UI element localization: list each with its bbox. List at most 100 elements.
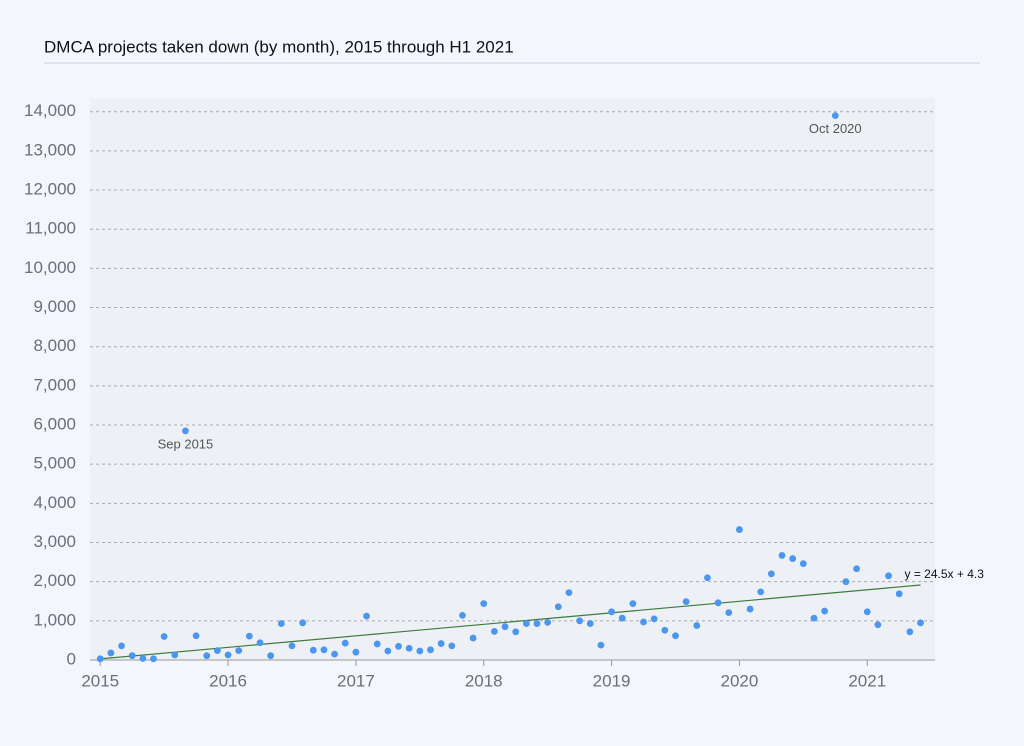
point: [778, 552, 786, 559]
point: [150, 655, 157, 663]
point: [128, 652, 136, 660]
point: [299, 619, 307, 627]
point: [576, 617, 584, 625]
x-tick-label: 2017: [337, 671, 375, 690]
point: [917, 619, 924, 627]
point: [480, 600, 488, 608]
point: [384, 647, 392, 655]
point: [224, 651, 232, 659]
point: [352, 648, 360, 656]
point: [810, 614, 818, 622]
point: [618, 614, 626, 622]
y-tick-label: 13,000: [24, 140, 76, 159]
point: [373, 640, 381, 648]
x-tick-label: 2021: [848, 671, 886, 690]
point: [96, 655, 104, 663]
y-tick-label: 5,000: [33, 454, 76, 473]
point: [416, 647, 424, 655]
point: [459, 611, 466, 619]
point: [831, 112, 839, 120]
point: [363, 612, 370, 620]
point: [767, 570, 775, 578]
chart-title: DMCA projects taken down (by month), 201…: [44, 37, 514, 56]
point: [341, 639, 349, 647]
y-tick-label: 0: [67, 649, 76, 668]
y-tick-label: 9,000: [33, 297, 76, 316]
trendline: [100, 584, 921, 660]
point: [107, 649, 115, 657]
y-tick-label: 14,000: [24, 101, 76, 120]
point: [245, 632, 253, 640]
y-tick-label: 10,000: [24, 258, 76, 277]
point: [182, 427, 189, 435]
annotation: Sep 2015: [158, 436, 214, 451]
y-tick-label: 8,000: [33, 336, 76, 355]
point: [192, 632, 200, 640]
point: [640, 618, 647, 626]
point: [490, 628, 498, 635]
point: [714, 599, 722, 607]
point: [139, 655, 147, 662]
point: [469, 634, 477, 642]
x-tick-label: 2016: [209, 671, 247, 690]
point: [214, 647, 221, 655]
point: [704, 574, 711, 582]
point: [789, 555, 797, 562]
y-tick-label: 2,000: [33, 571, 76, 590]
point: [235, 647, 243, 655]
point: [437, 640, 445, 647]
point: [842, 578, 850, 586]
point: [267, 652, 275, 660]
point: [725, 609, 733, 617]
x-tick-label: 2020: [720, 671, 758, 690]
point: [608, 608, 615, 616]
y-tick-label: 3,000: [33, 532, 76, 551]
y-tick-label: 11,000: [25, 219, 76, 238]
point: [757, 588, 765, 596]
point: [863, 608, 871, 616]
x-tick-label: 2019: [593, 671, 631, 690]
point: [395, 642, 402, 650]
point: [554, 603, 562, 611]
y-tick-label: 7,000: [33, 375, 76, 394]
point: [895, 590, 903, 598]
point: [288, 642, 296, 650]
point: [533, 620, 541, 627]
point: [309, 646, 317, 654]
point: [672, 632, 679, 640]
point: [799, 560, 807, 568]
point: [746, 605, 754, 613]
point: [512, 628, 520, 636]
point: [171, 651, 179, 659]
point: [256, 639, 264, 647]
point: [874, 621, 882, 629]
point: [906, 628, 914, 636]
point: [693, 622, 701, 629]
point: [885, 572, 892, 580]
point: [650, 615, 658, 623]
point: [821, 607, 829, 615]
y-tick-label: 1,000: [33, 610, 76, 629]
point: [586, 620, 594, 627]
point: [405, 644, 413, 652]
y-tick-label: 6,000: [33, 415, 76, 434]
point: [160, 633, 168, 640]
point: [501, 623, 509, 631]
trendline-label: y = 24.5x + 4.3: [905, 567, 985, 581]
plot-area: [90, 98, 935, 660]
point: [427, 646, 434, 654]
annotation: Oct 2020: [809, 121, 862, 136]
point: [118, 642, 125, 650]
point: [203, 652, 211, 660]
point: [736, 526, 743, 533]
point: [682, 598, 690, 606]
y-tick-label: 12,000: [24, 180, 76, 199]
point: [331, 650, 338, 658]
point: [853, 565, 860, 573]
point: [277, 620, 285, 627]
point: [565, 589, 573, 597]
point: [522, 620, 530, 627]
point: [544, 619, 552, 626]
point: [448, 642, 456, 650]
